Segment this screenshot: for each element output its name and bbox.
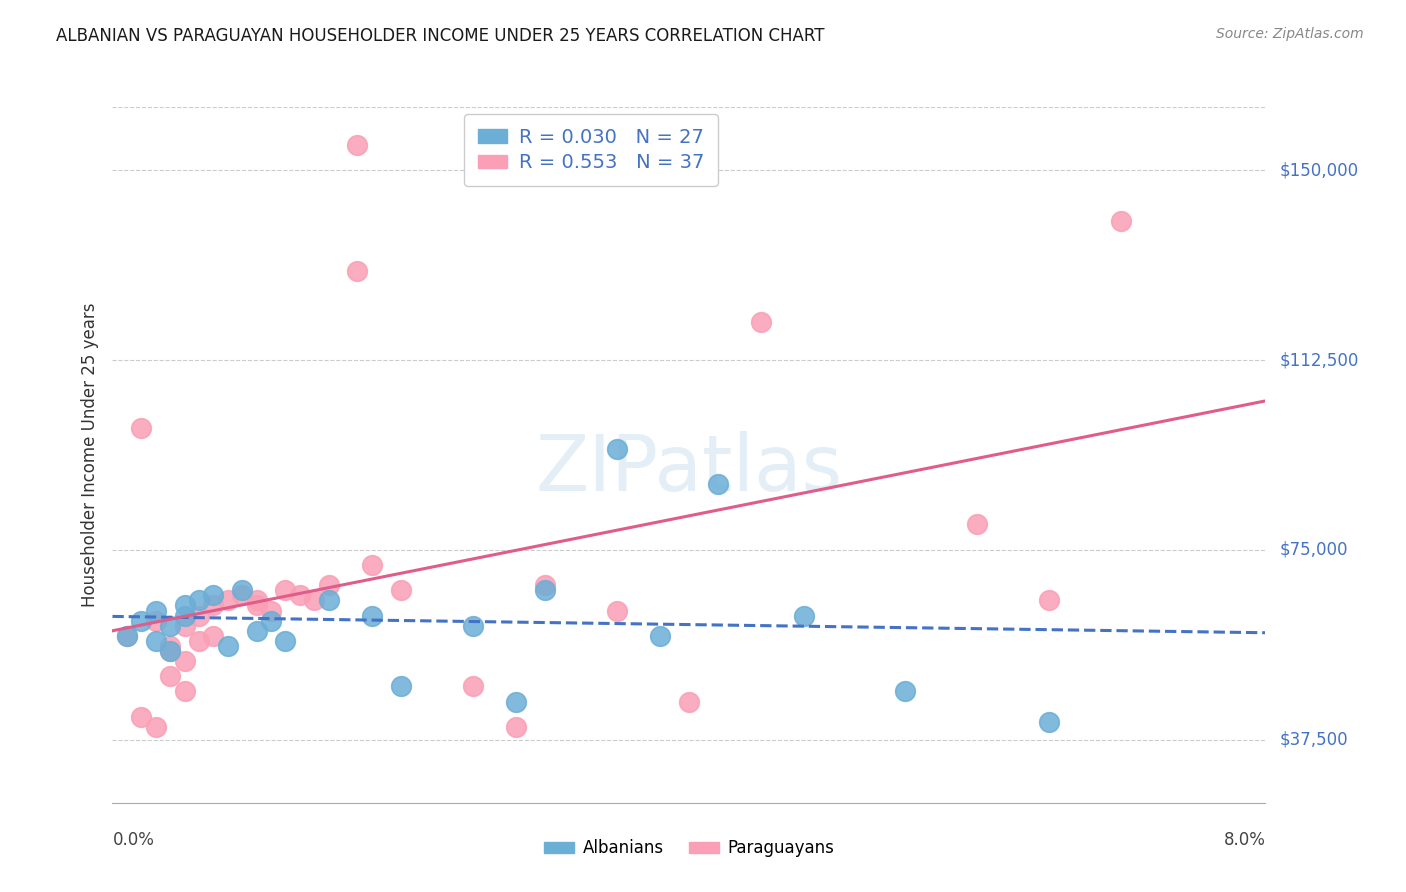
Point [188, 608, 211, 623]
Point [159, 644, 181, 658]
Point [129, 614, 153, 628]
Point [304, 593, 326, 607]
Text: Source: ZipAtlas.com: Source: ZipAtlas.com [1216, 27, 1364, 41]
Text: $150,000: $150,000 [1279, 161, 1358, 179]
Text: ALBANIAN VS PARAGUAYAN HOUSEHOLDER INCOME UNDER 25 YEARS CORRELATION CHART: ALBANIAN VS PARAGUAYAN HOUSEHOLDER INCOM… [56, 27, 825, 45]
Point [648, 629, 672, 643]
Point [231, 588, 253, 602]
Point [159, 618, 181, 632]
Point [533, 583, 555, 598]
Point [115, 629, 138, 643]
Point [129, 421, 153, 435]
Text: $75,000: $75,000 [1279, 541, 1348, 558]
Point [188, 633, 211, 648]
Point [707, 477, 730, 491]
Point [318, 593, 340, 607]
Point [966, 517, 988, 532]
Text: 8.0%: 8.0% [1223, 830, 1265, 848]
Point [360, 608, 382, 623]
Point [173, 654, 195, 668]
Point [173, 599, 195, 613]
Point [505, 695, 527, 709]
Point [606, 442, 628, 456]
Point [389, 680, 412, 694]
Point [245, 624, 267, 638]
Point [1111, 214, 1133, 228]
Y-axis label: Householder Income Under 25 years: Householder Income Under 25 years [82, 302, 100, 607]
Point [145, 603, 167, 617]
Point [159, 639, 181, 653]
Point [202, 599, 225, 613]
Point [202, 588, 225, 602]
Legend: Albanians, Paraguayans: Albanians, Paraguayans [537, 833, 841, 864]
Point [461, 680, 484, 694]
Point [159, 669, 181, 683]
Point [173, 608, 195, 623]
Point [793, 608, 815, 623]
Point [749, 315, 772, 329]
Point [231, 583, 253, 598]
Point [173, 684, 195, 698]
Point [360, 558, 382, 572]
Point [245, 593, 267, 607]
Point [245, 599, 267, 613]
Point [145, 633, 167, 648]
Point [533, 578, 555, 592]
Point [202, 629, 225, 643]
Point [505, 720, 527, 734]
Point [461, 618, 484, 632]
Point [274, 633, 297, 648]
Point [217, 593, 239, 607]
Point [115, 629, 138, 643]
Point [1038, 714, 1060, 729]
Point [274, 583, 297, 598]
Point [129, 710, 153, 724]
Point [678, 695, 700, 709]
Point [145, 614, 167, 628]
Point [389, 583, 412, 598]
Point [606, 603, 628, 617]
Point [894, 684, 917, 698]
Point [159, 644, 181, 658]
Text: $37,500: $37,500 [1279, 731, 1348, 748]
Point [260, 603, 283, 617]
Point [1038, 593, 1060, 607]
Point [346, 138, 368, 153]
Point [188, 593, 211, 607]
Point [318, 578, 340, 592]
Text: 0.0%: 0.0% [112, 830, 155, 848]
Point [288, 588, 311, 602]
Point [346, 264, 368, 278]
Point [173, 618, 195, 632]
Point [260, 614, 283, 628]
Point [145, 720, 167, 734]
Point [217, 639, 239, 653]
Text: $112,500: $112,500 [1279, 351, 1358, 369]
Text: ZIPatlas: ZIPatlas [536, 431, 842, 507]
